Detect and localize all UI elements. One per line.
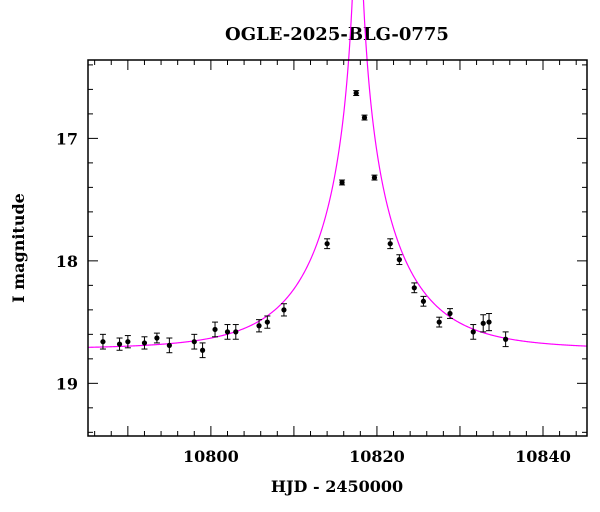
data-marker (281, 307, 287, 313)
data-marker (191, 339, 197, 345)
data-point (353, 90, 360, 97)
data-point (339, 179, 346, 186)
data-marker (387, 241, 393, 247)
data-marker (420, 298, 427, 304)
data-point (232, 324, 239, 340)
data-marker (436, 319, 442, 325)
data-point (480, 314, 487, 333)
data-marker (199, 347, 206, 353)
data-marker (339, 179, 345, 186)
data-point (502, 331, 509, 348)
data-marker (116, 341, 123, 347)
data-point (371, 174, 378, 181)
data-point (116, 337, 123, 351)
data-point (470, 324, 477, 340)
data-marker (166, 342, 172, 348)
x-tick-label: 10820 (349, 447, 405, 466)
x-tick-label: 10840 (515, 447, 571, 466)
y-axis-label: I magnitude (9, 193, 28, 303)
data-marker (224, 329, 231, 335)
data-point (436, 316, 443, 328)
data-marker (470, 329, 476, 335)
data-point (199, 342, 206, 359)
data-point (411, 282, 418, 294)
x-tick-label: 10800 (183, 447, 239, 466)
data-marker (100, 339, 106, 345)
y-tick-label: 19 (56, 374, 78, 393)
data-marker (212, 326, 218, 333)
data-point (191, 333, 198, 350)
data-points-layer (99, 90, 509, 359)
data-marker (371, 174, 378, 181)
data-point (99, 333, 106, 350)
data-marker (480, 320, 486, 326)
data-marker (264, 319, 270, 325)
data-marker (324, 241, 330, 247)
data-point (212, 321, 219, 338)
y-tick-label: 17 (56, 129, 78, 148)
plot-frame (87, 59, 588, 437)
data-point (387, 238, 394, 250)
data-marker (396, 257, 402, 263)
data-point (256, 319, 263, 333)
data-point (153, 332, 160, 344)
chart-title: OGLE-2025-BLG-0775 (225, 24, 449, 45)
data-point (124, 335, 131, 349)
data-marker (256, 323, 262, 329)
data-marker (154, 335, 160, 341)
data-point (361, 114, 368, 121)
data-marker (447, 310, 453, 317)
data-point (166, 337, 173, 354)
data-marker (141, 340, 148, 346)
data-marker (411, 285, 417, 291)
data-point (141, 336, 148, 350)
axis-ticks (88, 60, 587, 436)
data-point (420, 295, 427, 307)
data-point (224, 324, 231, 340)
y-tick-label: 18 (56, 252, 78, 271)
data-point (486, 313, 493, 332)
data-point (264, 315, 271, 329)
data-point (280, 303, 287, 317)
data-marker (503, 336, 509, 342)
model-curve (87, 0, 588, 348)
data-point (324, 238, 331, 250)
data-marker (125, 339, 131, 345)
tick-labels: 10800 10820 10840 17 18 19 (56, 129, 571, 466)
data-marker (486, 319, 492, 325)
model-curve-layer (87, 0, 588, 348)
x-axis-label: HJD - 2450000 (271, 477, 403, 496)
data-marker (233, 329, 239, 335)
data-point (447, 308, 454, 319)
data-marker (361, 114, 368, 121)
data-point (396, 254, 403, 266)
data-marker (353, 90, 359, 96)
